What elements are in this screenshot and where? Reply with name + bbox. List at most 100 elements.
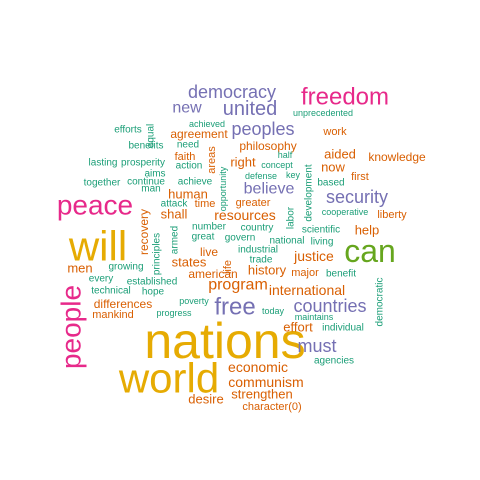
word-program: program xyxy=(208,277,268,294)
word-key: key xyxy=(286,170,301,180)
word-continue: continue xyxy=(127,177,165,188)
word-desire: desire xyxy=(188,392,223,407)
word-equal: equal xyxy=(146,124,157,148)
word-govern: govern xyxy=(225,233,256,244)
word-communism: communism xyxy=(228,374,303,390)
word-free: free xyxy=(214,294,255,321)
word-trade: trade xyxy=(250,255,273,266)
word-human: human xyxy=(168,187,208,202)
word-greater: greater xyxy=(236,197,271,209)
word-effort: effort xyxy=(283,320,313,335)
word-technical: technical xyxy=(91,286,130,297)
word-principles: principles xyxy=(152,233,163,275)
word-security: security xyxy=(326,187,388,207)
word-every: every xyxy=(89,274,113,285)
word-together: together xyxy=(84,178,121,189)
word-believe: believe xyxy=(244,181,295,198)
word-shall: shall xyxy=(161,207,188,222)
word-states: states xyxy=(172,255,207,270)
word-achieved: achieved xyxy=(189,119,225,129)
word-differences: differences xyxy=(94,297,152,311)
word-aims: aims xyxy=(144,169,165,180)
word-resources: resources xyxy=(214,207,275,223)
word-character-0: character(0) xyxy=(242,401,301,413)
word-defense: defense xyxy=(245,171,277,181)
word-benefits: benefits xyxy=(128,141,163,152)
word-recovery: recovery xyxy=(137,209,151,255)
word-growing: growing xyxy=(108,262,143,273)
word-agreement: agreement xyxy=(170,127,228,141)
word-history: history xyxy=(248,263,287,278)
word-new: new xyxy=(172,100,202,117)
word-need: need xyxy=(177,140,199,151)
word-hope: hope xyxy=(142,287,165,298)
word-achieve: achieve xyxy=(178,177,213,188)
word-work: work xyxy=(322,126,347,138)
word-justice: justice xyxy=(293,248,334,264)
word-poverty: poverty xyxy=(179,296,209,306)
word-areas: areas xyxy=(206,146,218,174)
word-time: time xyxy=(195,198,216,210)
word-living: living xyxy=(311,237,334,248)
word-right: right xyxy=(230,155,256,170)
word-peace: peace xyxy=(57,190,133,221)
word-aided: aided xyxy=(324,147,356,162)
word-national: national xyxy=(269,236,304,247)
word-man: man xyxy=(141,184,160,195)
word-first: first xyxy=(351,171,369,183)
word-can: can xyxy=(344,233,396,269)
word-benefit: benefit xyxy=(326,269,356,280)
word-maintains: maintains xyxy=(295,312,334,322)
word-will: will xyxy=(68,223,127,270)
word-great: great xyxy=(192,232,215,243)
word-industrial: industrial xyxy=(238,245,278,256)
word-american: american xyxy=(188,267,237,281)
word-individual: individual xyxy=(322,323,364,334)
word-nations: nations xyxy=(144,313,305,369)
word-scientific: scientific xyxy=(302,225,340,236)
word-live: live xyxy=(200,245,218,259)
word-agencies: agencies xyxy=(314,356,354,367)
word-world: world xyxy=(118,355,219,402)
word-peoples: peoples xyxy=(231,119,294,139)
word-help: help xyxy=(355,223,380,238)
word-based: based xyxy=(317,178,344,189)
word-country: country xyxy=(241,223,274,234)
word-half: half xyxy=(278,150,293,160)
word-mankind: mankind xyxy=(92,309,134,321)
word-development: development xyxy=(304,164,315,221)
word-cooperative: cooperative xyxy=(322,207,369,217)
word-armed: armed xyxy=(170,226,181,254)
word-united: united xyxy=(223,98,278,120)
word-lasting: lasting xyxy=(89,158,118,169)
word-philosophy: philosophy xyxy=(239,139,296,153)
word-international: international xyxy=(269,282,345,298)
word-prosperity: prosperity xyxy=(121,158,165,169)
word-concept: concept xyxy=(261,160,293,170)
word-action: action xyxy=(176,161,203,172)
word-unprecedented: unprecedented xyxy=(293,108,353,118)
word-democratic: democratic xyxy=(375,278,386,327)
word-men: men xyxy=(67,261,92,276)
word-democracy: democracy xyxy=(188,82,276,102)
word-number: number xyxy=(192,222,227,233)
word-liberty: liberty xyxy=(377,209,407,221)
word-must: must xyxy=(297,336,336,356)
word-people: people xyxy=(56,285,87,369)
word-labor: labor xyxy=(286,206,297,229)
word-efforts: efforts xyxy=(114,125,142,136)
word-economic: economic xyxy=(228,359,288,375)
word-life: life xyxy=(222,260,234,274)
word-established: established xyxy=(127,277,178,288)
word-opportunity: opportunity xyxy=(218,166,228,211)
word-major: major xyxy=(291,267,319,279)
word-progress: progress xyxy=(156,308,192,318)
word-freedom: freedom xyxy=(301,84,389,111)
word-now: now xyxy=(321,160,345,175)
word-countries: countries xyxy=(293,296,366,316)
word-knowledge: knowledge xyxy=(368,150,426,164)
word-faith: faith xyxy=(175,151,196,163)
word-today: today xyxy=(262,306,285,316)
word-strengthen: strengthen xyxy=(231,387,292,402)
